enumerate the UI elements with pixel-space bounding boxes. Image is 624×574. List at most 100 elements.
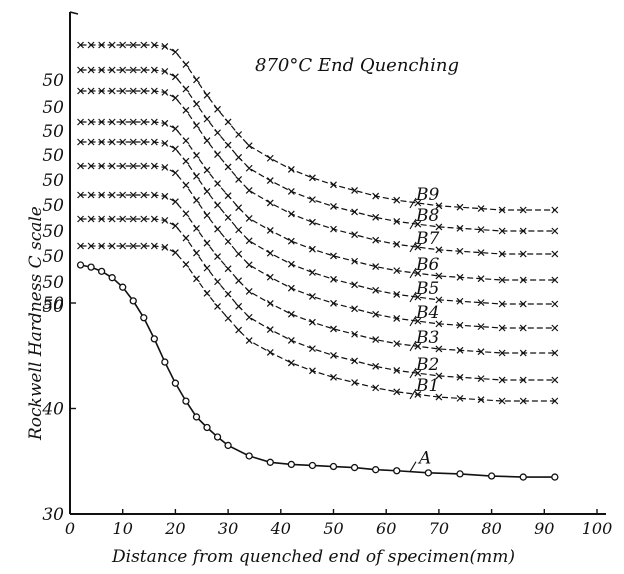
x-marker-stroke [372, 362, 380, 370]
curve-b5-point [308, 268, 316, 276]
curve-b6-point [330, 252, 337, 260]
x-marker-stroke [372, 286, 380, 294]
x-marker-stroke [224, 314, 232, 322]
curve-b8-point [266, 177, 274, 184]
x-marker-stroke [224, 290, 232, 298]
curve-b9-point [119, 41, 127, 49]
curve-b8-point [287, 188, 295, 195]
curve-b9-point [287, 166, 295, 173]
curve-b5-line [80, 141, 555, 305]
x-marker-stroke [98, 118, 106, 126]
curve-b2-point [203, 264, 211, 272]
x-marker-stroke [140, 87, 148, 95]
x-marker-stroke [372, 336, 380, 344]
x-marker-stroke [435, 296, 443, 304]
curve-b8-point [98, 66, 106, 74]
curve-b6-point [435, 272, 443, 280]
curve-b9-point [477, 205, 485, 213]
curve-b3-point [214, 253, 221, 261]
curve-b1-point [171, 249, 179, 256]
curve-b7-point [203, 137, 211, 145]
curve-b7-point [393, 240, 401, 248]
curve-a-point [350, 463, 359, 472]
x-marker-stroke [456, 247, 464, 255]
curve-b5-point [266, 249, 274, 257]
offset-label: 50 [42, 122, 64, 142]
x-tick-label: 0 [65, 519, 75, 538]
curve-b9-point [245, 142, 253, 150]
curve-b8-point [77, 66, 84, 74]
x-marker-stroke [150, 191, 158, 199]
x-marker-stroke [129, 118, 137, 126]
y-tick-group: 30 40 50 [41, 294, 76, 525]
curve-b9-point [372, 192, 380, 200]
curve-b6-point [108, 118, 116, 126]
x-marker-stroke [129, 87, 137, 95]
curve-b6-point [519, 276, 527, 284]
curve-b5-point [119, 138, 127, 146]
curve-b9-point [498, 206, 506, 214]
curve-b7-point [140, 87, 148, 95]
x-marker-stroke [119, 162, 127, 170]
x-marker-stroke [519, 376, 527, 384]
curve-b8-point [129, 66, 137, 74]
curve-b5-point [161, 139, 169, 147]
curve-b4-point [203, 211, 211, 219]
x-marker-stroke [245, 313, 253, 321]
curve-b1-point [161, 243, 169, 251]
curve-b7-point [498, 250, 506, 258]
x-marker-stroke [235, 131, 243, 138]
y-tick-label: 40 [41, 400, 64, 420]
x-marker-stroke [140, 162, 148, 170]
curve-b2-point [98, 215, 106, 223]
curve-b4-point [372, 310, 380, 318]
curve-b6-point [171, 125, 179, 133]
curve-b4-point [519, 324, 527, 332]
x-marker-stroke [351, 379, 359, 387]
curve-b7-point [150, 87, 158, 95]
curve-b1-point [519, 397, 527, 405]
curve-b2-point [351, 357, 359, 365]
curve-b5-point [477, 299, 485, 307]
x-marker-stroke [171, 249, 179, 256]
curve-b6-point [414, 269, 422, 277]
x-marker-stroke [351, 281, 359, 289]
x-marker-stroke [77, 138, 84, 146]
curve-b3-point [193, 225, 200, 232]
curve-b7-point [129, 87, 137, 95]
x-marker-stroke [193, 76, 200, 84]
curve-b6-point [214, 180, 221, 188]
curve-b8-point [308, 196, 316, 204]
chart-title: 870°C End Quenching [255, 55, 459, 76]
curve-b2-point [182, 234, 190, 242]
curve-b3-point [87, 191, 95, 199]
curve-a-point [456, 470, 464, 478]
curve-b2-point [330, 352, 337, 359]
curve-b9-point [98, 41, 106, 49]
curve-b9-point [414, 199, 422, 207]
curve-b2-point [456, 373, 464, 381]
x-marker-stroke [414, 342, 422, 350]
curve-b9-point [551, 206, 559, 214]
curve-b5-point [456, 297, 464, 305]
curve-b8-point [330, 203, 337, 210]
curve-b7-point [308, 218, 316, 226]
y-tick-label: 50 [42, 294, 64, 314]
curve-b2-point [308, 345, 316, 353]
x-marker-stroke [351, 357, 359, 365]
x-marker-stroke [498, 250, 506, 258]
curve-a-point [487, 472, 496, 480]
x-marker-stroke [87, 118, 95, 126]
curve-b8-point [372, 213, 380, 221]
x-marker-stroke [171, 94, 179, 102]
curve-b4-point [119, 162, 127, 170]
curve-b3-point [498, 349, 506, 357]
curve-a-point [76, 261, 85, 269]
curve-b6-point [456, 273, 464, 281]
curve-b6-point [498, 276, 506, 284]
curve-a-point [245, 452, 253, 460]
curve-b4-point [214, 225, 221, 233]
x-marker-stroke [551, 227, 559, 235]
curve-b8-point [414, 220, 422, 228]
x-marker-stroke [203, 166, 211, 174]
